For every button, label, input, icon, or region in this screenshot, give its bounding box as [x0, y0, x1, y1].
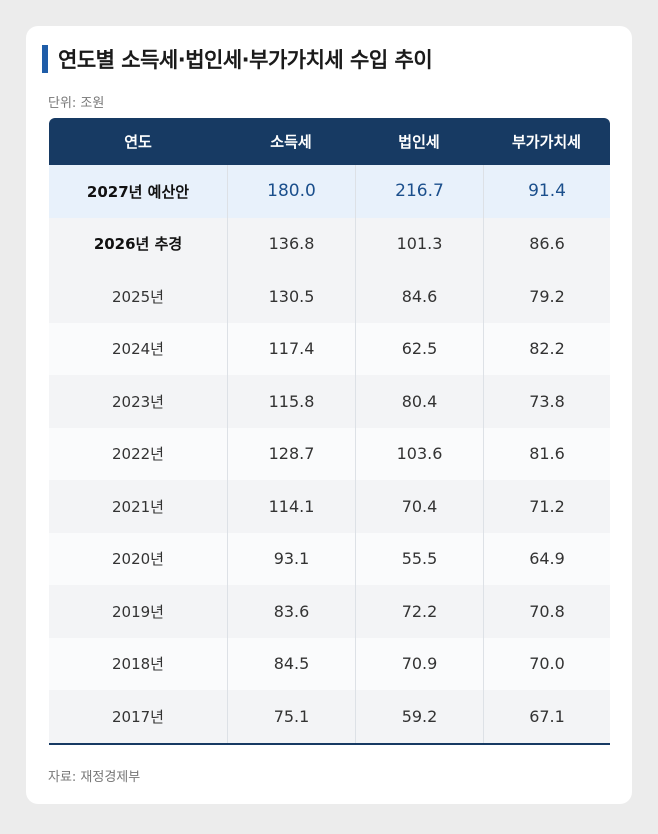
value-cell: 75.1 [227, 690, 355, 743]
value-cell: 103.6 [355, 427, 483, 480]
card: 연도별 소득세·법인세·부가가치세 수입 추이 단위: 조원 연도 소득세 법인세 부… [26, 26, 632, 804]
value-cell: 73.8 [483, 375, 610, 428]
column-header: 법인세 [398, 133, 440, 151]
table-row: 2018년 84.5 70.9 70.0 [49, 637, 610, 690]
column-header: 연도 [124, 133, 152, 151]
value-cell: 91.4 [483, 165, 610, 218]
value-cell: 84.5 [227, 637, 355, 690]
value-cell: 136.8 [227, 217, 355, 270]
value-cell: 84.6 [355, 270, 483, 323]
value-cell: 59.2 [355, 690, 483, 743]
year-cell: 2017년 [112, 707, 164, 726]
value-cell: 82.2 [483, 322, 610, 375]
year-cell: 2027년 예산안 [86, 182, 190, 201]
table-row: 2024년 117.4 62.5 82.2 [49, 322, 610, 375]
table-row: 2027년 예산안 180.0 216.7 91.4 [49, 165, 610, 218]
column-header: 소득세 [270, 133, 312, 151]
value-cell: 70.8 [483, 585, 610, 638]
year-cell: 2022년 [112, 445, 164, 464]
value-cell: 83.6 [227, 585, 355, 638]
title-accent-bar [42, 45, 48, 73]
value-cell: 67.1 [483, 690, 610, 743]
source-label: 자료: 재정경제부 [48, 770, 141, 785]
value-cell: 117.4 [227, 322, 355, 375]
value-cell: 180.0 [227, 165, 355, 218]
table-row: 2022년 128.7 103.6 81.6 [49, 427, 610, 480]
value-cell: 70.4 [355, 480, 483, 533]
value-cell: 128.7 [227, 427, 355, 480]
value-cell: 80.4 [355, 375, 483, 428]
value-cell: 70.0 [483, 637, 610, 690]
value-cell: 114.1 [227, 480, 355, 533]
table-header: 연도 소득세 법인세 부가가치세 [49, 118, 610, 165]
value-cell: 71.2 [483, 480, 610, 533]
year-cell: 2019년 [112, 602, 164, 621]
value-cell: 93.1 [227, 532, 355, 585]
value-cell: 86.6 [483, 217, 610, 270]
table-row: 2020년 93.1 55.5 64.9 [49, 532, 610, 585]
value-cell: 216.7 [355, 165, 483, 218]
table-row: 2017년 75.1 59.2 67.1 [49, 690, 610, 743]
year-cell: 2024년 [112, 340, 164, 359]
table-row: 2026년 추경 136.8 101.3 86.6 [49, 217, 610, 270]
table-row: 2021년 114.1 70.4 71.2 [49, 480, 610, 533]
table-body: 2027년 예산안 180.0 216.7 91.4 2026년 추경 136.8 101.… [49, 165, 610, 743]
column-header: 부가가치세 [511, 133, 581, 151]
table-row: 2019년 83.6 72.2 70.8 [49, 585, 610, 638]
data-table: 연도 소득세 법인세 부가가치세 2027년 예산안 180.0 216.7 91.4 202… [49, 118, 610, 745]
year-cell: 2020년 [112, 550, 164, 569]
year-cell: 2021년 [112, 497, 164, 516]
value-cell: 72.2 [355, 585, 483, 638]
value-cell: 55.5 [355, 532, 483, 585]
year-cell: 2018년 [112, 655, 164, 674]
value-cell: 115.8 [227, 375, 355, 428]
title-row: 연도별 소득세·법인세·부가가치세 수입 추이 [42, 44, 433, 74]
value-cell: 64.9 [483, 532, 610, 585]
unit-label: 단위: 조원 [48, 96, 105, 111]
year-cell: 2025년 [112, 287, 164, 306]
value-cell: 70.9 [355, 637, 483, 690]
value-cell: 81.6 [483, 427, 610, 480]
year-cell: 2026년 추경 [93, 235, 183, 254]
table-row: 2025년 130.5 84.6 79.2 [49, 270, 610, 323]
value-cell: 79.2 [483, 270, 610, 323]
table-row: 2023년 115.8 80.4 73.8 [49, 375, 610, 428]
table-bottom-rule [49, 742, 610, 745]
value-cell: 101.3 [355, 217, 483, 270]
value-cell: 62.5 [355, 322, 483, 375]
chart-title: 연도별 소득세·법인세·부가가치세 수입 추이 [58, 48, 433, 72]
value-cell: 130.5 [227, 270, 355, 323]
year-cell: 2023년 [112, 392, 164, 411]
